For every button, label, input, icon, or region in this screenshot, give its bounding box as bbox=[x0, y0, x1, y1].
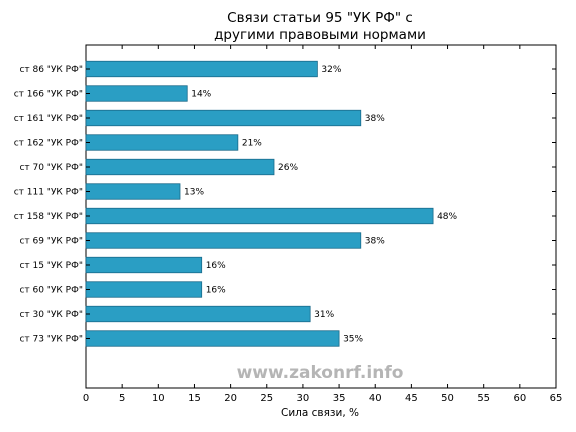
x-tick-label: 60 bbox=[513, 393, 526, 404]
data-label: 38% bbox=[365, 237, 385, 247]
x-tick-label: 20 bbox=[224, 393, 237, 404]
x-tick-label: 25 bbox=[260, 393, 273, 404]
bar bbox=[85, 207, 434, 225]
x-tick-label: 0 bbox=[83, 393, 89, 404]
category-label: ст 69 "УК РФ" bbox=[19, 237, 83, 247]
category-label: ст 60 "УК РФ" bbox=[19, 286, 83, 296]
category-label: ст 162 "УК РФ" bbox=[14, 139, 83, 149]
x-tick-label: 65 bbox=[550, 393, 563, 404]
x-axis-title: Сила связи, % bbox=[281, 407, 359, 419]
category-label: ст 158 "УК РФ" bbox=[14, 212, 83, 222]
x-tick-label: 55 bbox=[477, 393, 490, 404]
x-tick-label: 35 bbox=[333, 393, 346, 404]
chart-title-line-2: другими правовыми нормами bbox=[214, 27, 426, 43]
data-label: 35% bbox=[343, 335, 363, 345]
data-label: 13% bbox=[184, 188, 204, 198]
x-tick-label: 45 bbox=[405, 393, 418, 404]
category-label: ст 111 "УК РФ" bbox=[14, 188, 83, 198]
bar bbox=[85, 183, 181, 200]
x-tick-label: 40 bbox=[369, 393, 382, 404]
category-label: ст 86 "УК РФ" bbox=[19, 65, 83, 75]
bar bbox=[85, 109, 362, 127]
bar bbox=[85, 305, 311, 323]
watermark: www.zakonrf.info bbox=[237, 363, 404, 383]
data-labels: 32% 14% 38% 21% 26% 13% 48% 38% 16% 16% 31% 35% bbox=[184, 65, 458, 345]
chart-title-line-1: Связи статьи 95 "УК РФ" с bbox=[227, 10, 413, 26]
x-tick-label: 15 bbox=[188, 393, 201, 404]
x-tick-label: 50 bbox=[441, 393, 454, 404]
data-label: 14% bbox=[191, 90, 211, 100]
data-label: 32% bbox=[321, 65, 341, 75]
bar bbox=[85, 232, 362, 249]
bar bbox=[85, 256, 203, 274]
bar bbox=[85, 60, 318, 78]
category-label: ст 30 "УК РФ" bbox=[19, 310, 83, 320]
x-tick-label: 5 bbox=[119, 393, 125, 404]
bar bbox=[85, 158, 275, 176]
data-label: 21% bbox=[242, 139, 262, 149]
data-label: 16% bbox=[206, 261, 226, 271]
category-label: ст 166 "УК РФ" bbox=[14, 90, 83, 100]
x-axis-ticks: 0 5 10 15 20 25 30 35 40 45 50 55 60 65 bbox=[83, 45, 563, 404]
x-tick-label: 10 bbox=[152, 393, 165, 404]
bars-layer bbox=[85, 60, 434, 347]
bar bbox=[85, 281, 203, 298]
category-label: ст 70 "УК РФ" bbox=[19, 163, 83, 173]
category-label: ст 73 "УК РФ" bbox=[19, 335, 83, 345]
data-label: 48% bbox=[437, 212, 457, 222]
bar bbox=[85, 85, 188, 102]
data-label: 38% bbox=[365, 114, 385, 124]
data-label: 26% bbox=[278, 163, 298, 173]
category-label: ст 161 "УК РФ" bbox=[14, 114, 83, 124]
data-label: 16% bbox=[206, 286, 226, 296]
data-label: 31% bbox=[314, 310, 334, 320]
category-labels: ст 86 "УК РФ" ст 166 "УК РФ" ст 161 "УК РФ… bbox=[14, 65, 556, 345]
bar bbox=[85, 330, 340, 347]
category-label: ст 15 "УК РФ" bbox=[19, 261, 83, 271]
x-tick-label: 30 bbox=[297, 393, 310, 404]
bar bbox=[85, 134, 239, 151]
